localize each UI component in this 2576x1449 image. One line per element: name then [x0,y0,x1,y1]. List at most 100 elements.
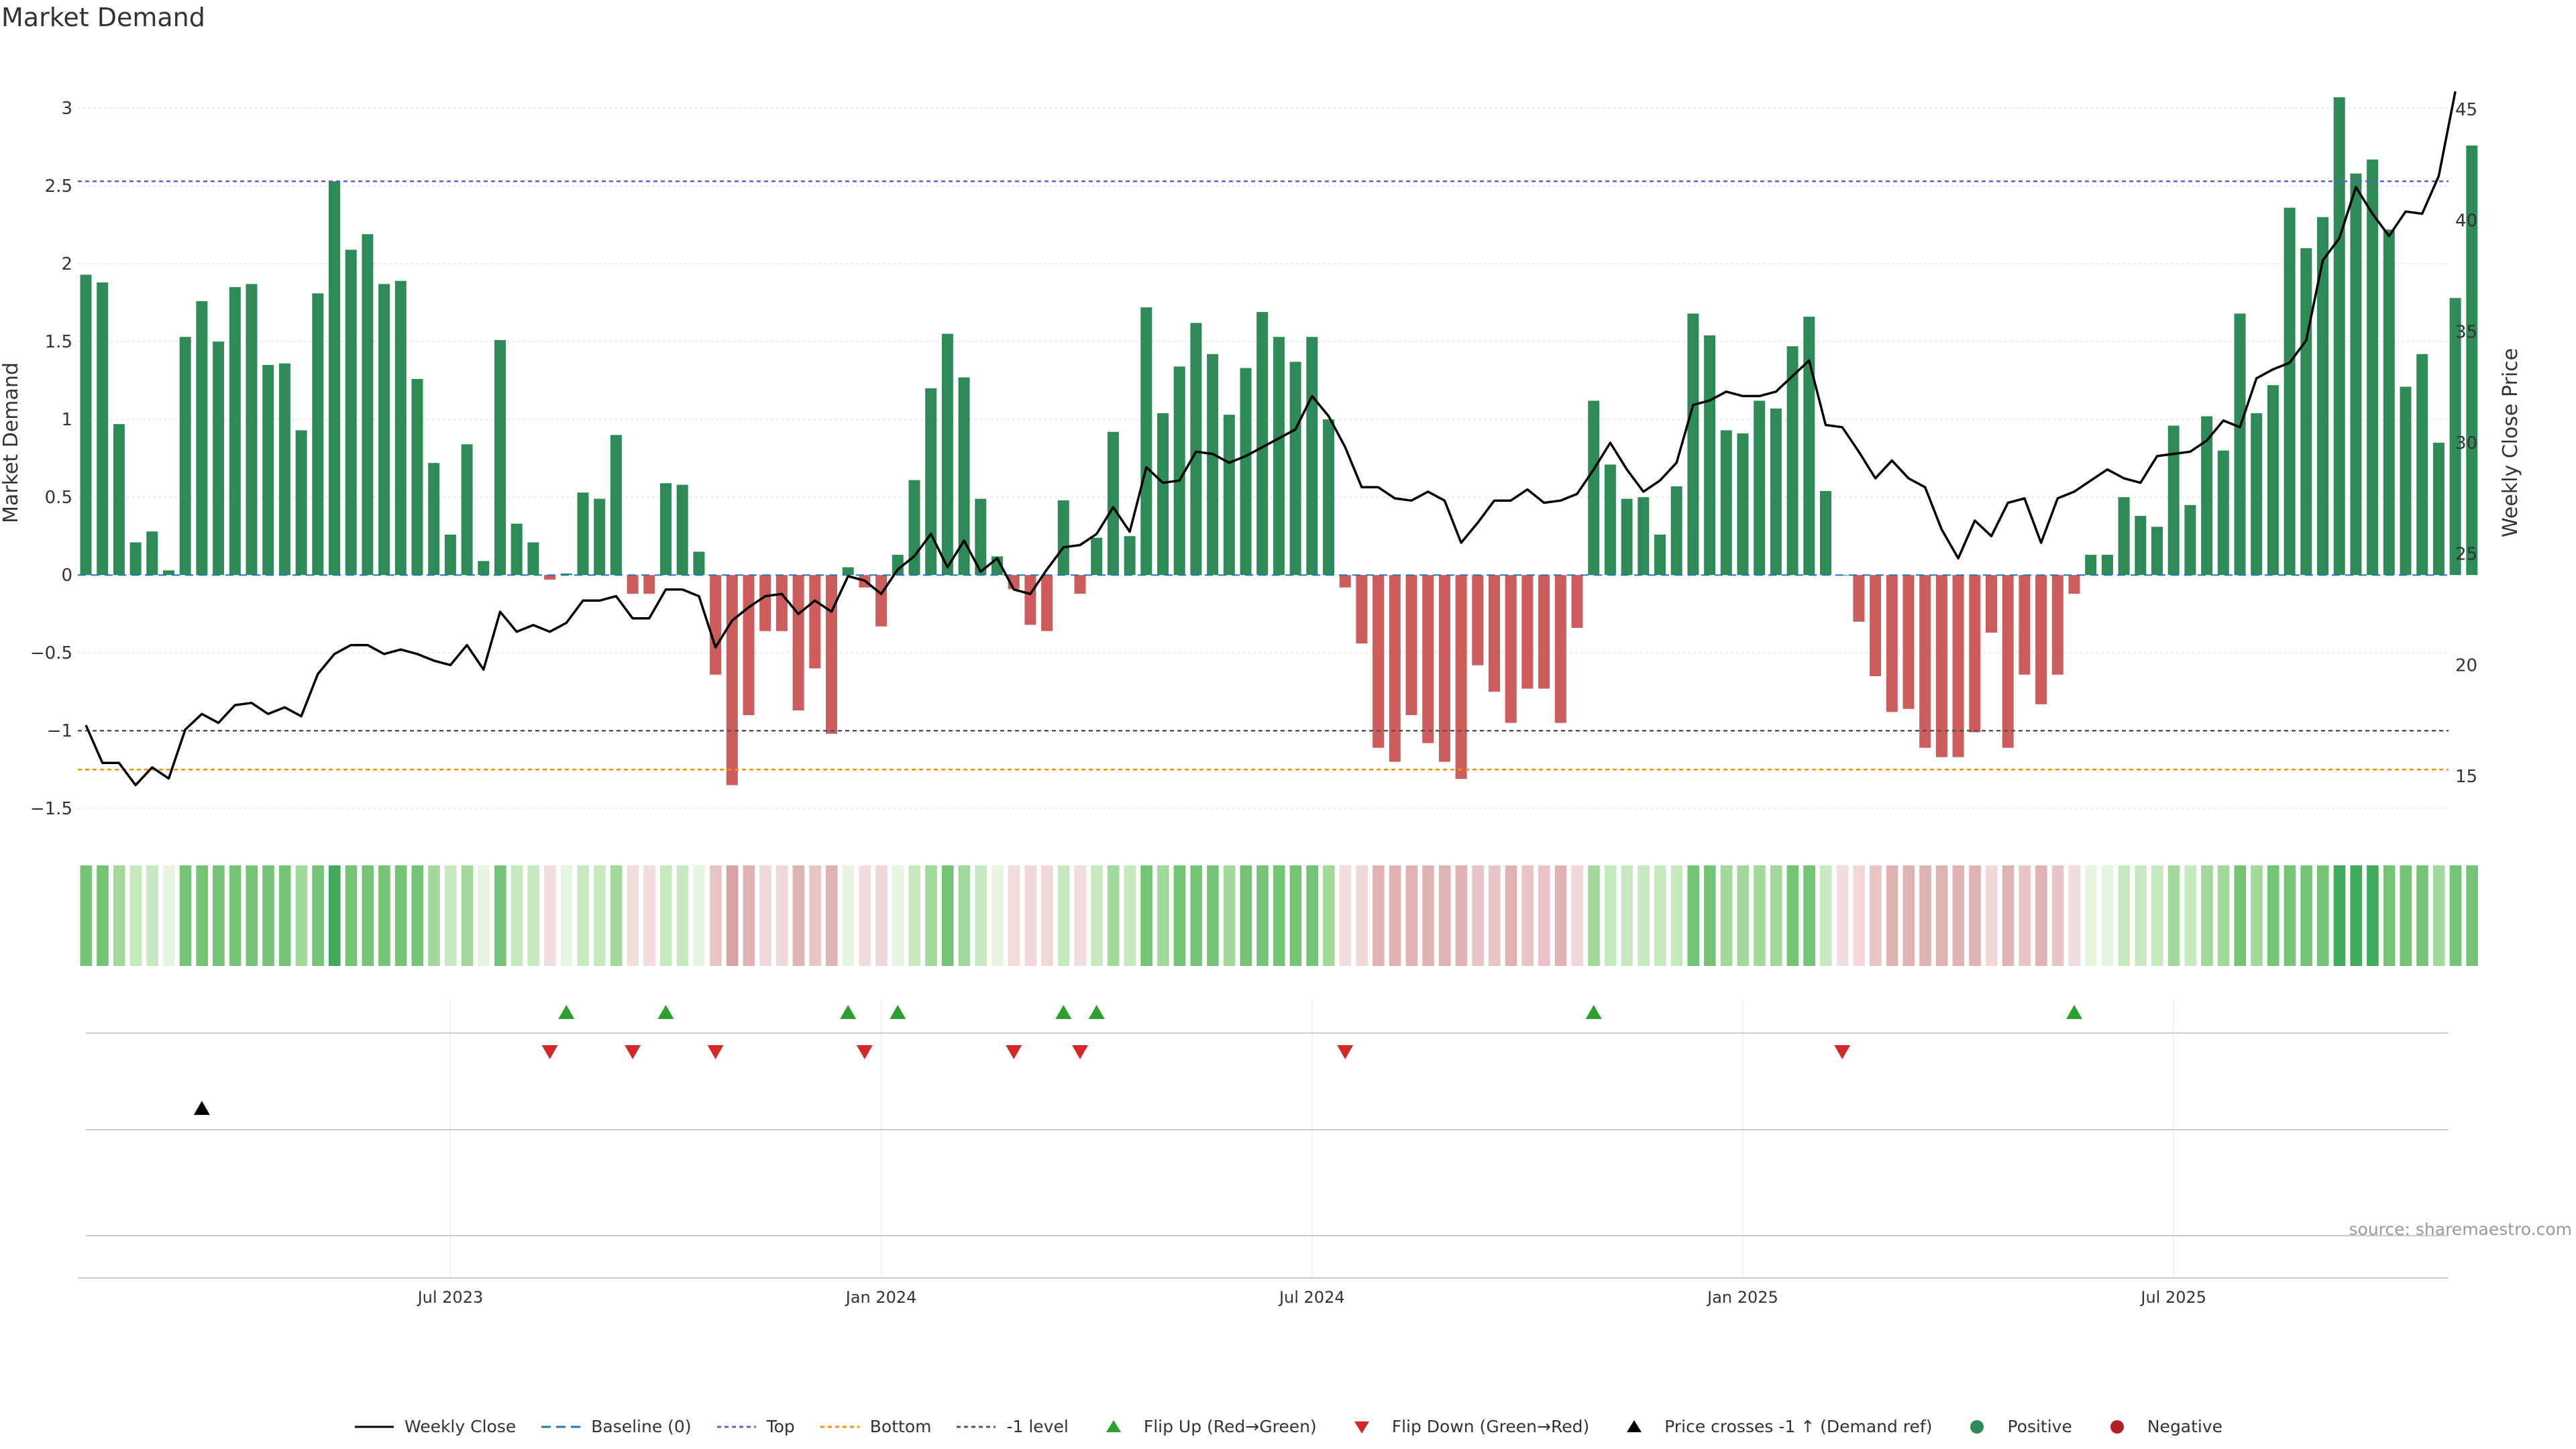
legend-item-neg: Negative [2096,1417,2222,1436]
negative-demand-bar [1489,575,1500,692]
positive-demand-bar [1289,362,1301,576]
flip-up-marker [1088,1005,1105,1019]
positive-demand-bar [1654,534,1666,576]
strip-cell [2035,865,2047,966]
strip-cell [991,865,1004,966]
strip-cell [2400,865,2412,966]
axes: 3 2.5 2 1.5 1 0.5 0 −0.5 −1 −1.5 45 40 35 30 25 20 15 Mar… [0,99,2522,1307]
positive-demand-bar [378,284,390,576]
positive-demand-bar [610,435,622,576]
strip-cell [1074,865,1087,966]
strip-cell [163,865,175,966]
strip-cell [743,865,755,966]
strip-cell [2416,865,2428,966]
strip-cell [113,865,125,966]
negative-demand-bar [1389,575,1401,762]
positive-demand-bar [196,301,208,576]
flip-up-marker [657,1005,674,1019]
legend-item-baseline: Baseline (0) [540,1417,692,1436]
strip-cell [411,865,424,966]
positive-demand-bar [428,463,440,576]
positive-demand-bar [1770,408,1782,576]
demand-bars [80,97,2478,786]
legend-item-pos: Positive [1956,1417,2072,1436]
negative-demand-bar [643,575,655,594]
strip-cell [1057,865,1070,966]
x-tick-label: Jul 2024 [1278,1288,1345,1307]
strip-cell [394,865,407,966]
y2-tick-label: 35 [2455,322,2477,342]
negative-demand-bar [1074,575,1086,594]
positive-demand-bar [2167,425,2180,576]
strip-cell [610,865,623,966]
positive-demand-bar [246,284,258,576]
positive-demand-bar [1687,313,1699,576]
strip-cell [262,865,274,966]
strip-cell [1373,865,1385,966]
positive-demand-bar [213,341,225,576]
positive-demand-bar [2300,248,2312,576]
strip-cell [494,865,506,966]
positive-demand-bar [958,377,970,576]
positive-demand-bar [1173,366,1185,576]
strip-cell [1422,865,1434,966]
positive-demand-bar [80,274,92,576]
positive-demand-bar [345,250,357,576]
positive-demand-bar [1704,335,1716,576]
flip-down-marker [1834,1045,1851,1059]
legend-swatch-close [354,1426,394,1428]
positive-demand-bar [494,339,506,576]
flip-up-marker [2066,1005,2082,1019]
y2-tick-label: 30 [2455,433,2477,453]
strip-cell [726,865,739,966]
positive-demand-bar [1820,490,1831,576]
negative-demand-bar [1554,575,1566,723]
negative-demand-bar [1024,575,1036,625]
positive-demand-bar [1091,537,1103,576]
x-tick-label: Jul 2025 [2139,1288,2206,1307]
negative-demand-bar [1041,575,1053,631]
positive-demand-bar [1803,317,1815,576]
strip-cell [2085,865,2097,966]
strip-cell [129,865,142,966]
positive-demand-bar [2151,527,2163,576]
negative-demand-bar [2068,575,2080,594]
y2-tick-label: 15 [2455,767,2477,787]
negative-demand-bar [775,575,788,631]
positive-demand-bar [278,363,290,576]
y2-tick-label: 45 [2455,100,2477,120]
negative-demand-bar [2035,575,2047,704]
negative-demand-bar [826,575,837,734]
strip-cell [444,865,457,966]
strip-cell [1687,865,1699,966]
negative-demand-bar [1853,575,1865,622]
positive-demand-bar [2267,385,2279,576]
negative-demand-bar [1505,575,1517,723]
strip-cell [1919,865,1931,966]
positive-demand-bar [2317,217,2328,576]
positive-demand-bar [842,567,854,576]
legend-label: Top [766,1417,795,1436]
negative-demand-bar [1538,575,1550,689]
flip-up-marker [840,1005,857,1019]
flip-up-marker [1585,1005,1602,1019]
negative-demand-bar [1919,575,1931,748]
strip-cell [925,865,937,966]
strip-cell [428,865,440,966]
strip-cell [627,865,639,966]
strip-cell [2151,865,2163,966]
positive-demand-bar [577,492,589,576]
negative-demand-bar [1373,575,1385,748]
legend-swatch-flipdown [1354,1421,1369,1434]
legend-label: Weekly Close [404,1417,517,1436]
strip-cell [362,865,374,966]
strip-cell [246,865,258,966]
strip-cell [676,865,689,966]
legend-label: Flip Down (Green→Red) [1391,1417,1590,1436]
strip-cell [2284,865,2296,966]
strip-cell [2367,865,2379,966]
positive-demand-bar [1240,368,1252,576]
negative-demand-bar [726,575,738,786]
positive-demand-bar [1140,307,1152,576]
strip-cell [1256,865,1269,966]
